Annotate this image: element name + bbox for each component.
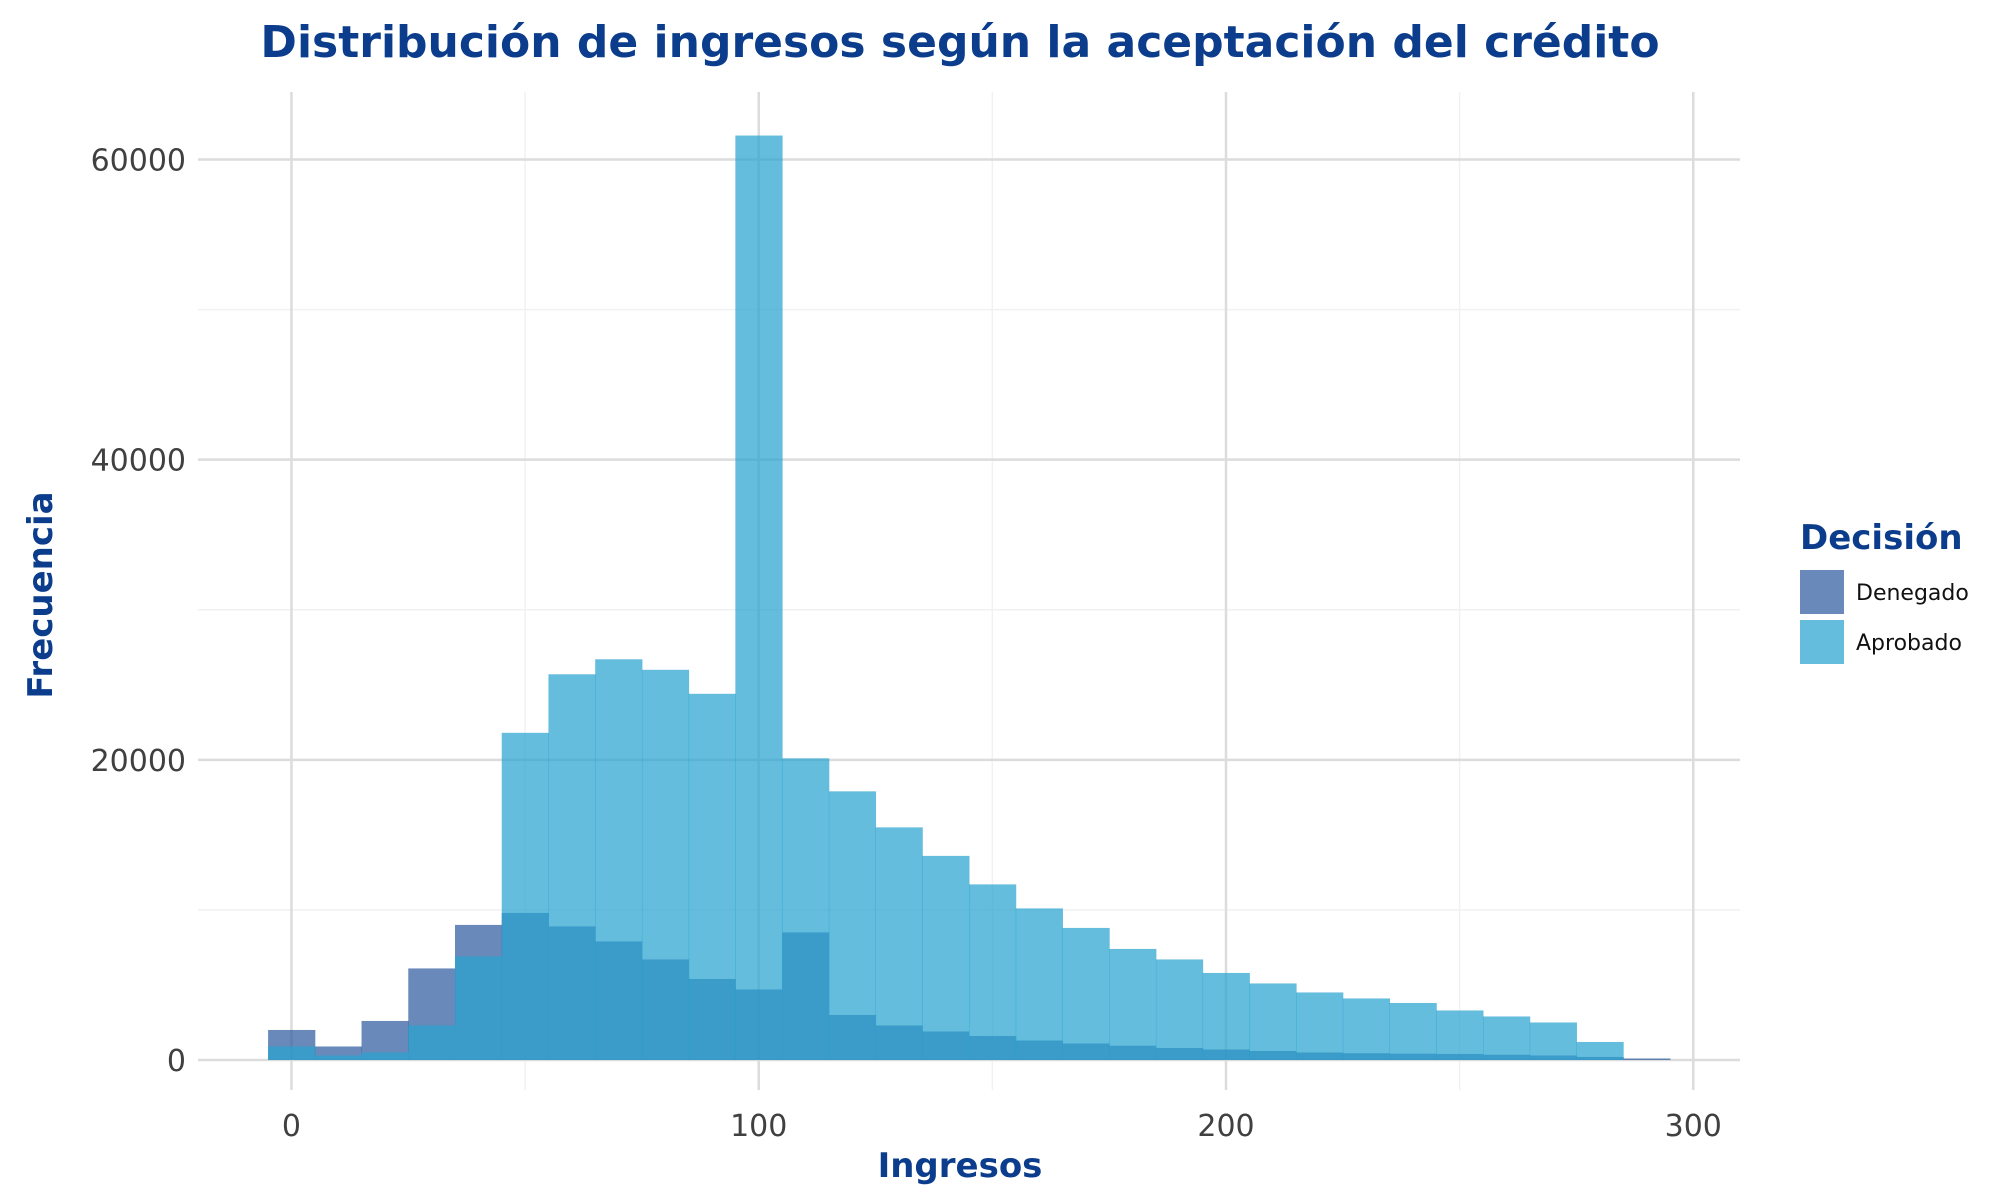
legend-swatch-aprobado [1800, 620, 1844, 664]
bar-aprobado [782, 758, 830, 1060]
bar-aprobado [1296, 992, 1344, 1060]
legend-title: Decisión [1800, 518, 1963, 558]
bar-aprobado [922, 855, 970, 1060]
bar-aprobado [548, 674, 596, 1060]
legend: Decisión Denegado Aprobado [1800, 518, 1969, 664]
bar-aprobado [1529, 1022, 1577, 1060]
y-axis-ticks: 0 20000 40000 60000 [91, 144, 186, 1079]
y-axis-title: Frecuencia [21, 491, 61, 698]
chart-title: Distribución de ingresos según la acepta… [260, 17, 1659, 68]
bar-aprobado [361, 1052, 409, 1060]
legend-label-denegado: Denegado [1856, 581, 1969, 606]
x-tick-label: 200 [1197, 1109, 1254, 1144]
bar-aprobado [1015, 908, 1063, 1060]
bar-aprobado [969, 884, 1017, 1060]
bar-aprobado [1155, 959, 1204, 1060]
bar-aprobado [314, 1055, 363, 1060]
x-axis-title: Ingresos [878, 1146, 1043, 1186]
y-tick-label: 40000 [91, 444, 186, 479]
bar-aprobado [875, 827, 923, 1060]
bar-aprobado [828, 791, 877, 1060]
bar-aprobado [1249, 983, 1297, 1060]
bar-aprobado [501, 732, 549, 1060]
bar-aprobado [1483, 1016, 1531, 1060]
legend-swatch-denegado [1800, 570, 1844, 614]
bar-aprobado [1342, 998, 1391, 1060]
bar-aprobado [1109, 948, 1157, 1060]
bar-aprobado [1389, 1002, 1437, 1060]
x-tick-label: 300 [1665, 1109, 1722, 1144]
bar-aprobado [455, 956, 503, 1060]
series-aprobado-bars [268, 135, 1624, 1060]
bar-denegado [1623, 1058, 1671, 1060]
x-axis-ticks: 0 100 200 300 [282, 1109, 1722, 1144]
bar-aprobado [408, 1025, 456, 1060]
bar-aprobado [735, 135, 783, 1060]
y-tick-label: 20000 [91, 744, 186, 779]
y-tick-label: 60000 [91, 144, 186, 179]
bar-aprobado [641, 669, 690, 1060]
bar-aprobado [1202, 972, 1250, 1060]
y-tick-label: 0 [167, 1044, 186, 1079]
bar-aprobado [595, 659, 643, 1060]
bar-aprobado [1576, 1041, 1624, 1060]
bar-aprobado [688, 693, 736, 1060]
legend-label-aprobado: Aprobado [1856, 631, 1962, 656]
x-tick-label: 100 [730, 1109, 787, 1144]
x-tick-label: 0 [282, 1109, 301, 1144]
bar-aprobado [1436, 1010, 1484, 1060]
bar-aprobado [1062, 927, 1110, 1060]
bar-aprobado [268, 1046, 316, 1060]
